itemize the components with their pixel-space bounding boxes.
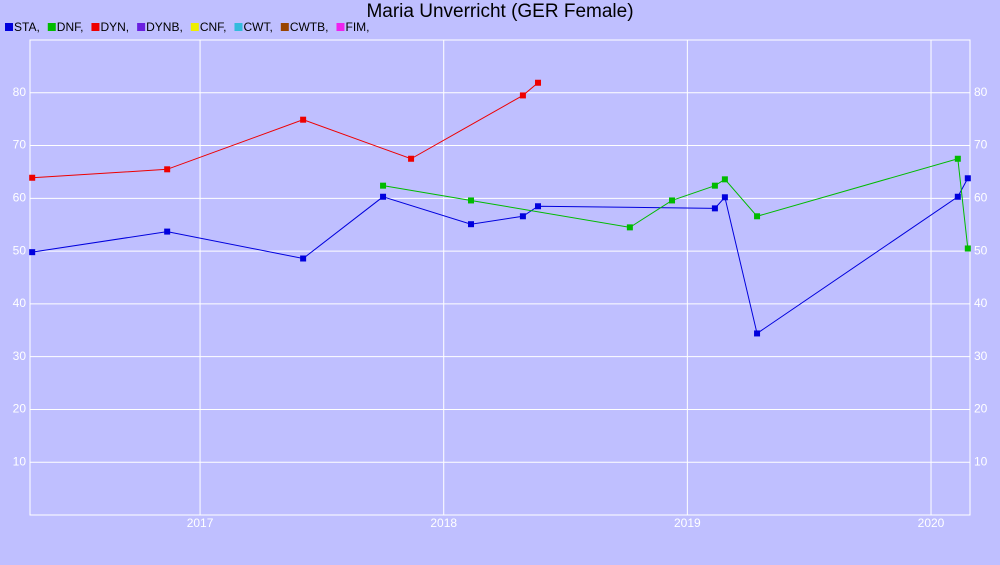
y2-tick-label: 20: [974, 402, 988, 416]
legend-swatch: [234, 23, 243, 31]
x-tick-label: 2017: [187, 516, 214, 530]
y-tick-label: 20: [13, 402, 27, 416]
y2-tick-label: 10: [974, 454, 988, 468]
legend-label: CWTB,: [290, 20, 329, 34]
data-point: [754, 213, 761, 220]
legend-swatch: [5, 23, 13, 31]
legend-label: DYNB,: [146, 20, 183, 34]
data-point: [535, 203, 542, 210]
legend-swatch: [137, 23, 146, 31]
data-point: [29, 174, 36, 181]
y-tick-label: 70: [13, 138, 27, 152]
legend-swatch: [47, 23, 56, 31]
legend-swatch: [336, 23, 345, 31]
data-point: [535, 79, 542, 86]
data-point: [300, 255, 307, 262]
data-point: [721, 194, 728, 201]
y-tick-label: 50: [13, 243, 27, 257]
data-point: [519, 213, 526, 220]
chart-title: Maria Unverricht (GER Female): [366, 1, 633, 22]
data-point: [380, 193, 387, 200]
data-point: [954, 155, 961, 162]
data-point: [954, 193, 961, 200]
data-point: [380, 182, 387, 189]
data-point: [721, 176, 728, 183]
legend-label: DNF,: [57, 20, 84, 34]
data-point: [164, 166, 171, 173]
data-point: [711, 182, 718, 189]
x-tick-label: 2018: [430, 516, 457, 530]
legend-label: CWT,: [243, 20, 272, 34]
data-point: [964, 175, 971, 182]
y-tick-label: 60: [13, 191, 27, 205]
legend-label: CNF,: [200, 20, 227, 34]
y-tick-label: 30: [13, 349, 27, 363]
x-tick-label: 2020: [918, 516, 945, 530]
legend-swatch: [91, 23, 100, 31]
data-point: [300, 116, 307, 123]
data-point: [468, 197, 475, 204]
y2-tick-label: 30: [974, 349, 988, 363]
data-point: [711, 205, 718, 212]
y2-tick-label: 80: [974, 85, 988, 99]
data-point: [29, 249, 36, 256]
y-tick-label: 40: [13, 296, 27, 310]
data-point: [468, 221, 475, 228]
y2-tick-label: 40: [974, 296, 988, 310]
legend-label: DYN,: [100, 20, 129, 34]
data-point: [519, 92, 526, 99]
data-point: [164, 228, 171, 235]
legend-label: STA,: [14, 20, 40, 34]
legend-swatch: [280, 23, 289, 31]
data-point: [626, 224, 633, 231]
legend-label: FIM,: [345, 20, 369, 34]
plot-border: [29, 39, 971, 516]
x-tick-label: 2019: [674, 516, 701, 530]
legend-swatch: [190, 23, 199, 31]
data-point: [964, 245, 971, 252]
y2-tick-label: 60: [974, 191, 988, 205]
y2-tick-label: 50: [974, 243, 988, 257]
y-tick-label: 80: [13, 85, 27, 99]
data-point: [669, 197, 676, 204]
y2-tick-label: 70: [974, 138, 988, 152]
y-tick-label: 10: [13, 454, 27, 468]
series-line: [32, 178, 969, 335]
data-point: [754, 330, 761, 337]
data-point: [408, 155, 415, 162]
